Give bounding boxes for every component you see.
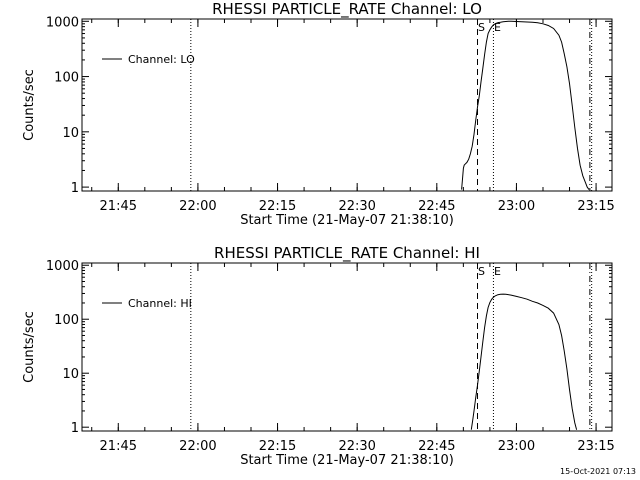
chart-title: RHESSI PARTICLE_RATE Channel: LO [212, 0, 482, 19]
chart-title: RHESSI PARTICLE_RATE Channel: HI [214, 244, 480, 263]
time-marker-label: S [478, 265, 485, 278]
plot-frame [81, 18, 613, 192]
y-tick-label: 1 [71, 181, 79, 196]
x-tick-label: 22:30 [338, 439, 375, 454]
y-tick-label: 10 [62, 367, 79, 382]
x-tick-label: 22:00 [179, 199, 216, 214]
x-tick-label: 23:15 [577, 439, 614, 454]
x-tick-label: 22:30 [338, 199, 375, 214]
x-tick-label: 22:45 [418, 439, 455, 454]
footer-timestamp: 15-Oct-2021 07:13 [560, 467, 636, 476]
x-tick-label: 21:45 [100, 199, 137, 214]
time-marker-label: S [478, 21, 485, 34]
x-tick-label: 22:45 [418, 199, 455, 214]
y-axis-label: Counts/sec [22, 311, 37, 383]
x-tick-label: 22:15 [259, 199, 296, 214]
x-tick-label: 22:15 [259, 439, 296, 454]
x-axis-label: Start Time (21-May-07 21:38:10) [240, 213, 454, 228]
plot-frame [81, 262, 613, 432]
x-tick-label: 22:00 [179, 439, 216, 454]
y-tick-label: 10 [62, 126, 79, 141]
chart-panel-lo: RHESSI PARTICLE_RATE Channel: LO 1 10 100 10… [22, 0, 615, 228]
y-axis-label: Counts/sec [22, 69, 37, 141]
x-tick-label: 23:00 [498, 439, 535, 454]
y-tick-label: 1 [71, 421, 79, 436]
y-tick-label: 100 [54, 71, 79, 86]
legend-label: Channel: HI [128, 297, 192, 310]
y-tick-label: 100 [54, 313, 79, 328]
x-tick-label: 23:15 [577, 199, 614, 214]
y-tick-label: 1000 [46, 259, 79, 274]
legend-label: Channel: LO [128, 53, 195, 66]
series-line [470, 293, 578, 430]
chart-panel-hi: RHESSI PARTICLE_RATE Channel: HI 1 10 100 10… [22, 244, 615, 468]
series-line [461, 20, 590, 190]
time-marker-label: E [494, 21, 501, 34]
time-marker-label: E [494, 265, 501, 278]
y-tick-label: 1000 [46, 15, 79, 30]
x-tick-label: 21:45 [100, 439, 137, 454]
x-tick-label: 23:00 [498, 199, 535, 214]
x-axis-label: Start Time (21-May-07 21:38:10) [240, 453, 454, 468]
